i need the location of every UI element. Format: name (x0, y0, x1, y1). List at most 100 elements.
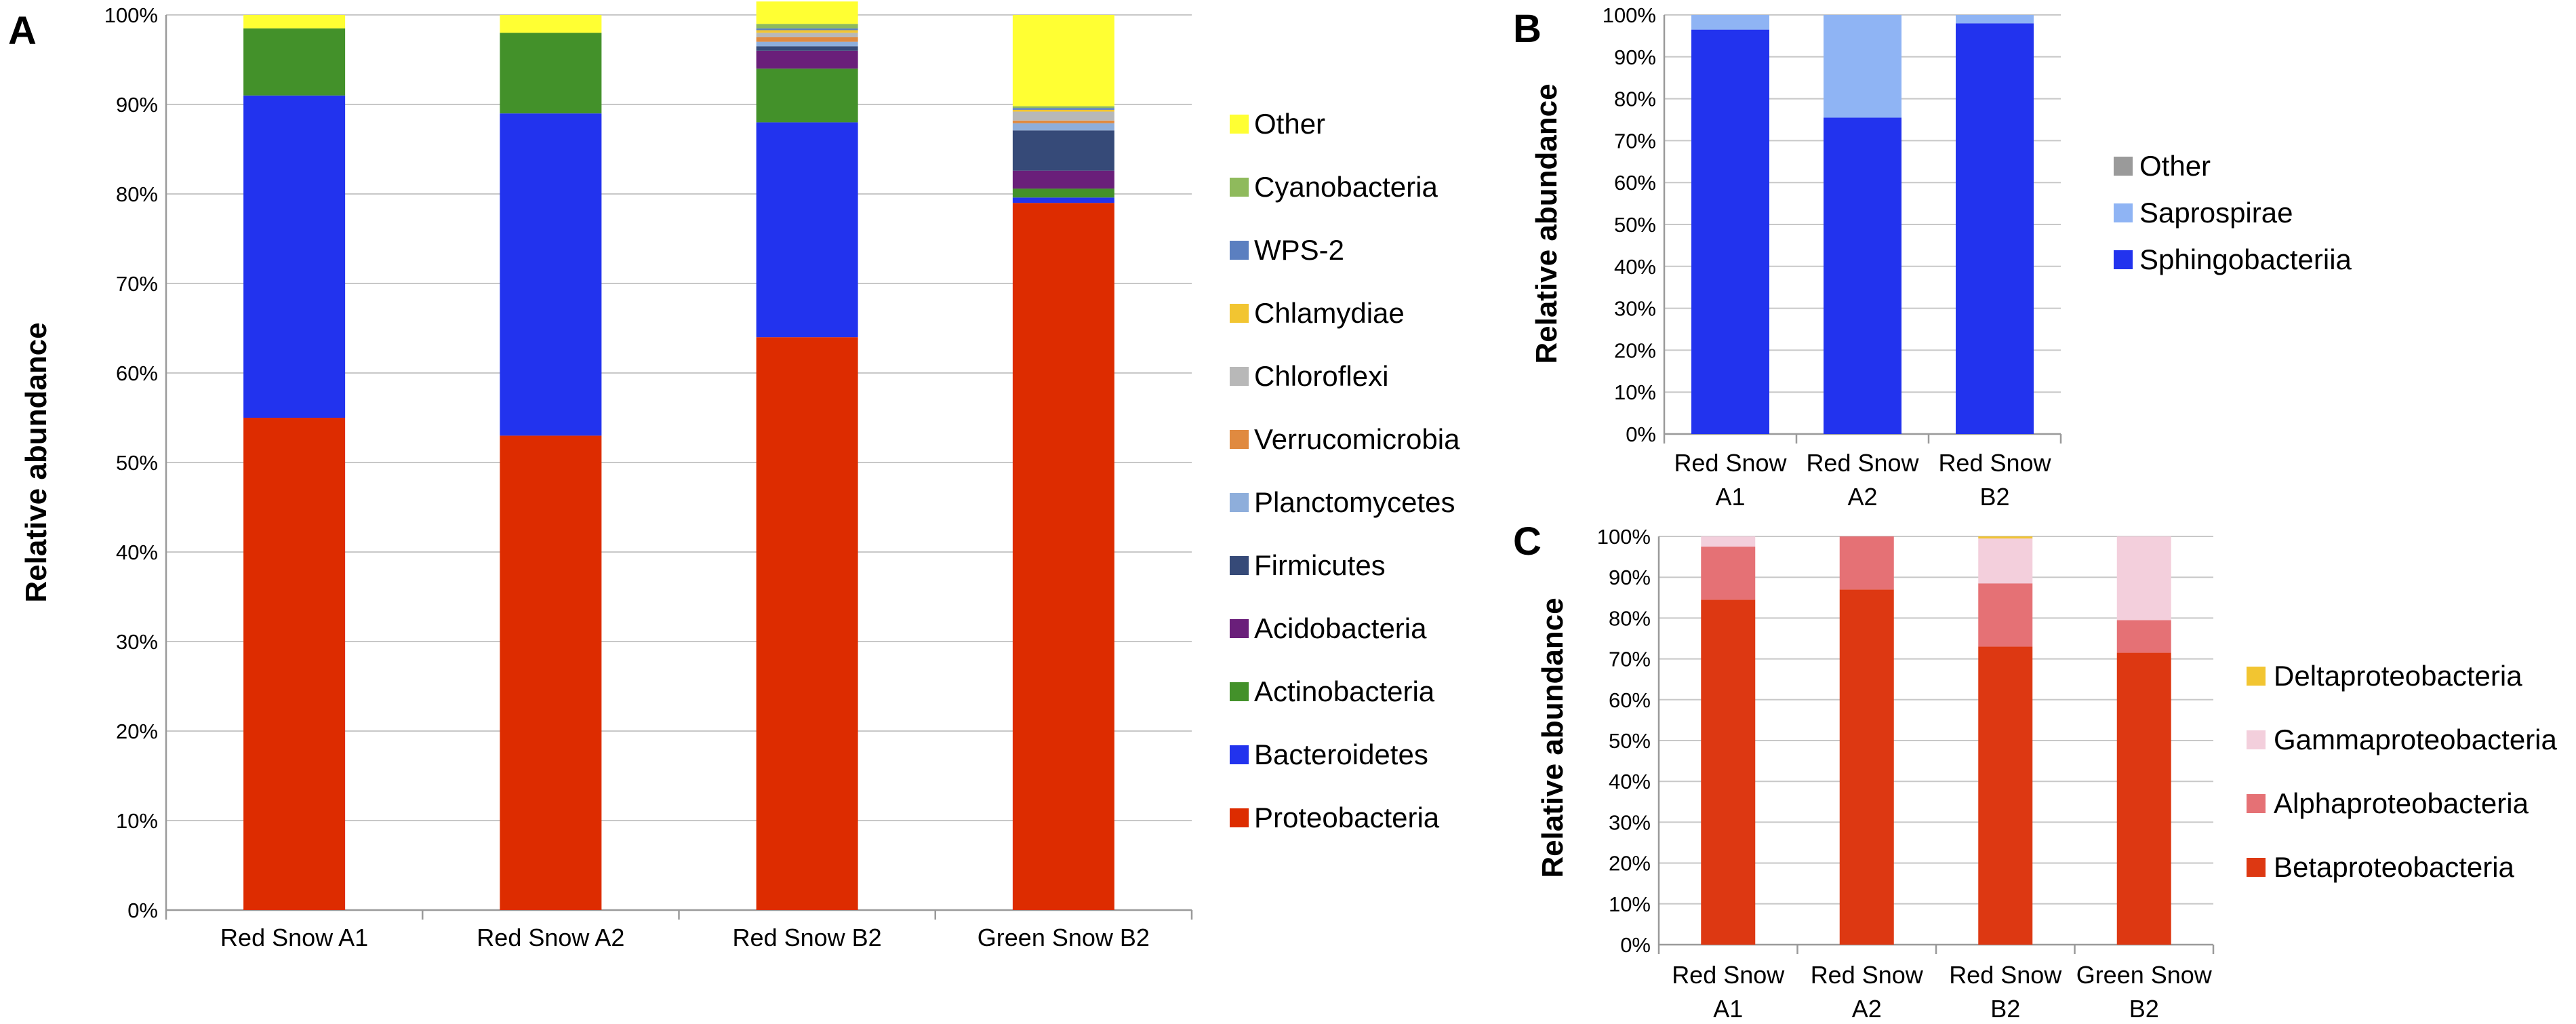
legend-label: Firmicutes (1254, 549, 1386, 581)
bar-segment-other (500, 15, 602, 33)
bar-segment-chloroflexi (756, 33, 858, 37)
category-label: A1 (1713, 995, 1743, 1023)
bar-segment-betaproteobacteria (1701, 599, 1756, 945)
bar-segment-proteobacteria (500, 435, 602, 910)
category-label: Red Snow A1 (220, 924, 368, 951)
legend-swatch (1230, 619, 1249, 638)
legend: Betaproteobacteria Alphaproteobacteria Gam… (2247, 660, 2558, 883)
y-tick-label: 100% (1603, 3, 1656, 27)
bar-segment-wps-2 (1012, 108, 1114, 110)
legend-swatch (1230, 304, 1249, 323)
y-tick-label: 20% (1614, 338, 1656, 362)
legend-label: Proteobacteria (1254, 802, 1440, 833)
legend-label: Planctomycetes (1254, 486, 1455, 518)
bar-segment-other (1012, 15, 1114, 106)
category-label: A2 (1852, 995, 1882, 1023)
bar-segment-gammaproteobacteria (1978, 538, 2033, 584)
legend-swatch (1230, 115, 1249, 134)
legend-label: Alphaproteobacteria (2274, 787, 2529, 819)
y-tick-label: 70% (1614, 129, 1656, 153)
legend-swatch (2247, 794, 2266, 813)
bar-segment-bacteroidetes (756, 122, 858, 338)
legend-swatch (1230, 430, 1249, 449)
bar-segment-chloroflexi (1012, 111, 1114, 121)
bar-segment-verrucomicrobia (1012, 120, 1114, 123)
category-label: Red Snow (1674, 449, 1787, 477)
bar-segment-actinobacteria (1012, 189, 1114, 198)
bar-segment-verrucomicrobia (756, 37, 858, 42)
legend-label: Deltaproteobacteria (2274, 660, 2522, 692)
bar-segment-proteobacteria (756, 337, 858, 910)
legend-swatch (1230, 808, 1249, 827)
bar-segment-actinobacteria (756, 68, 858, 123)
bar-segment-firmicutes (756, 46, 858, 51)
bar-segment-other (756, 1, 858, 24)
y-tick-label: 30% (1609, 810, 1651, 834)
legend: Sphingobacteriia Saprospirae Other (2114, 150, 2352, 275)
panel-a: A 0% 10% 20% 30% 40% 50% 60% 70% 80% 90% 100% Red Sn… (8, 1, 1460, 951)
y-axis-title: Relative abundance (1530, 83, 1563, 363)
bar-segment-wps-2 (756, 28, 858, 31)
bar-segment-cyanobacteria (1012, 106, 1114, 109)
legend-swatch (1230, 745, 1249, 764)
bar-segment-actinobacteria (500, 33, 602, 114)
legend-swatch (2114, 203, 2133, 222)
y-tick-label: 90% (116, 93, 158, 117)
legend-swatch (1230, 556, 1249, 575)
bar-segment-proteobacteria (243, 418, 346, 910)
y-tick-label: 20% (116, 720, 158, 743)
bar-segment-sphingobacteriia (1956, 23, 2034, 435)
legend-swatch (2247, 730, 2266, 749)
y-tick-label: 50% (1609, 729, 1651, 753)
category-label: B2 (1990, 995, 2020, 1023)
legend-label: Verrucomicrobia (1254, 423, 1460, 455)
bar-segment-alphaproteobacteria (1978, 583, 2033, 647)
legend-swatch (1230, 493, 1249, 512)
y-tick-label: 0% (127, 899, 158, 922)
panel-label: C (1513, 519, 1542, 564)
y-tick-label: 50% (116, 451, 158, 475)
legend-swatch (2114, 157, 2133, 176)
category-label: Red Snow B2 (733, 924, 882, 951)
y-axis-title: Relative abundance (20, 322, 53, 602)
bar-segment-cyanobacteria (756, 24, 858, 28)
legend-label: Actinobacteria (1254, 675, 1435, 707)
bar-segment-betaproteobacteria (1839, 589, 1894, 945)
legend-label: Chloroflexi (1254, 360, 1388, 392)
legend-swatch (1230, 241, 1249, 260)
category-label: B2 (2129, 995, 2159, 1023)
legend-swatch (2247, 667, 2266, 686)
bar-segment-gammaproteobacteria (1701, 536, 1756, 547)
y-tick-label: 30% (116, 630, 158, 654)
bar-segment-planctomycetes (1012, 123, 1114, 131)
legend-swatch (2114, 250, 2133, 269)
bar-segment-sphingobacteriia (1691, 29, 1769, 434)
y-tick-label: 70% (116, 272, 158, 296)
y-tick-label: 70% (1609, 648, 1651, 671)
y-tick-label: 80% (1614, 87, 1656, 111)
legend-label: Sphingobacteriia (2139, 243, 2352, 275)
bar-segment-acidobacteria (1012, 170, 1114, 189)
legend: Proteobacteria Bacteroidetes Actinobacteri… (1230, 108, 1460, 833)
y-tick-label: 60% (116, 361, 158, 385)
y-tick-label: 40% (1609, 770, 1651, 793)
category-label: A2 (1847, 483, 1877, 511)
y-tick-label: 100% (1597, 525, 1651, 549)
legend-label: Chlamydiae (1254, 297, 1405, 329)
y-tick-label: 80% (1609, 606, 1651, 630)
y-tick-label: 40% (116, 540, 158, 564)
panel-b: B 0% 10% 20% 30% 40% 50% 60% 70% 80% 90% 100% Red Sn… (1513, 3, 2352, 511)
legend-label: Betaproteobacteria (2274, 851, 2515, 883)
bar-segment-saprospirae (1956, 15, 2034, 24)
legend-label: Saprospirae (2139, 197, 2293, 229)
panel-label: A (8, 9, 37, 53)
y-tick-label: 30% (1614, 297, 1656, 321)
bar-segment-other (243, 15, 346, 28)
bar-segment-alphaproteobacteria (2116, 620, 2171, 653)
category-label: Green Snow (2076, 961, 2213, 989)
bar-segment-sphingobacteriia (1824, 117, 1901, 434)
y-tick-label: 80% (116, 182, 158, 206)
bar-segment-betaproteobacteria (1978, 646, 2033, 945)
legend-label: Acidobacteria (1254, 612, 1427, 644)
legend-label: WPS-2 (1254, 234, 1344, 266)
